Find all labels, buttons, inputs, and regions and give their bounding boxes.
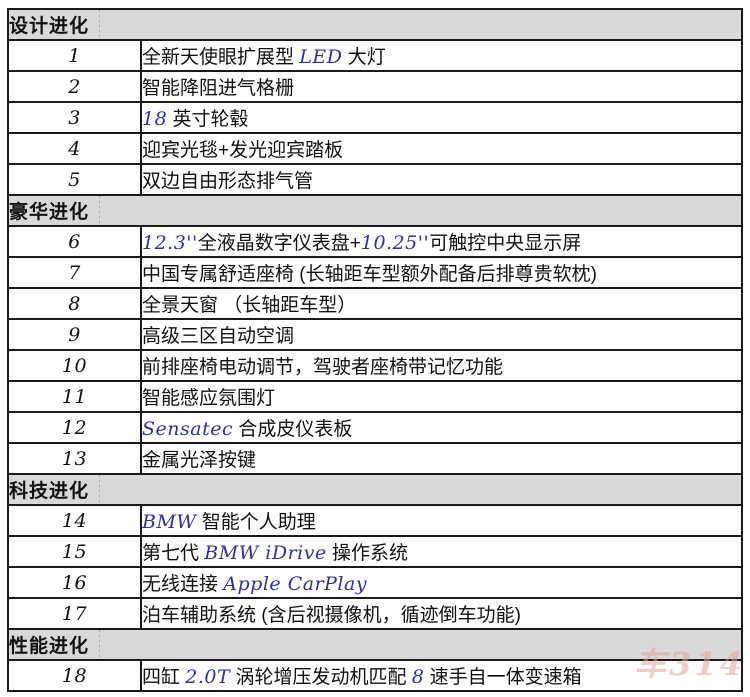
table-row: 10 前排座椅电动调节，驾驶者座椅带记忆功能 xyxy=(7,349,743,382)
table-row: 13 金属光泽按键 xyxy=(7,442,743,475)
row-number: 4 xyxy=(7,132,142,165)
section-header-row: 性能进化 xyxy=(7,628,743,661)
feature-table-container: 设计进化 1 全新天使眼扩展型 LED 大灯 2 智能降阻进气格栅 3 18 英寸轮毂 4 迎宾… xyxy=(7,8,743,692)
section-title: 性能进化 xyxy=(7,628,743,661)
latin-text: 18 xyxy=(142,108,168,130)
table-row: 6 12.3''全液晶数字仪表盘+10.25''可触控中央显示屏 xyxy=(7,225,743,258)
row-description: 全景天窗 （长轴距车型） xyxy=(140,287,743,320)
feature-table-body: 设计进化 1 全新天使眼扩展型 LED 大灯 2 智能降阻进气格栅 3 18 英寸轮毂 4 迎宾… xyxy=(7,8,743,692)
row-description: 四缸 2.0T 涡轮增压发动机匹配 8 速手自一体变速箱 xyxy=(140,659,743,692)
table-row: 15 第七代 BMW iDrive 操作系统 xyxy=(7,535,743,568)
row-number: 6 xyxy=(7,225,142,258)
row-number: 14 xyxy=(7,504,142,537)
section-title: 豪华进化 xyxy=(7,194,743,227)
section-title: 科技进化 xyxy=(7,473,743,506)
row-description: BMW 智能个人助理 xyxy=(140,504,743,537)
latin-text: 2.0T xyxy=(185,666,231,688)
row-number: 15 xyxy=(7,535,142,568)
row-number: 7 xyxy=(7,256,142,289)
row-description: 中国专属舒适座椅 (长轴距车型额外配备后排尊贵软枕) xyxy=(140,256,743,289)
table-row: 2 智能降阻进气格栅 xyxy=(7,70,743,103)
latin-text: LED xyxy=(299,46,343,68)
row-number: 2 xyxy=(7,70,142,103)
latin-text: BMW iDrive xyxy=(204,542,327,564)
table-row: 12 Sensatec 合成皮仪表板 xyxy=(7,411,743,444)
row-number: 1 xyxy=(7,39,142,72)
section-title: 设计进化 xyxy=(7,8,743,41)
latin-text: 12.3'' xyxy=(142,232,198,254)
feature-table: 设计进化 1 全新天使眼扩展型 LED 大灯 2 智能降阻进气格栅 3 18 英寸轮毂 4 迎宾… xyxy=(7,8,743,692)
table-row: 17 泊车辅助系统 (含后视摄像机，循迹倒车功能) xyxy=(7,597,743,630)
row-description: 无线连接 Apple CarPlay xyxy=(140,566,743,599)
table-row: 14 BMW 智能个人助理 xyxy=(7,504,743,537)
latin-text: 8 xyxy=(411,666,425,688)
row-description: 12.3''全液晶数字仪表盘+10.25''可触控中央显示屏 xyxy=(140,225,743,258)
row-number: 13 xyxy=(7,442,142,475)
row-number: 18 xyxy=(7,659,142,692)
table-row: 4 迎宾光毯+发光迎宾踏板 xyxy=(7,132,743,165)
row-description: 泊车辅助系统 (含后视摄像机，循迹倒车功能) xyxy=(140,597,743,630)
row-description: 双边自由形态排气管 xyxy=(140,163,743,196)
table-row: 9 高级三区自动空调 xyxy=(7,318,743,351)
row-description: Sensatec 合成皮仪表板 xyxy=(140,411,743,444)
latin-text: Sensatec xyxy=(142,418,234,440)
section-header-row: 科技进化 xyxy=(7,473,743,506)
table-row: 1 全新天使眼扩展型 LED 大灯 xyxy=(7,39,743,72)
table-row: 5 双边自由形态排气管 xyxy=(7,163,743,196)
row-description: 第七代 BMW iDrive 操作系统 xyxy=(140,535,743,568)
latin-text: 10.25'' xyxy=(360,232,430,254)
row-description: 18 英寸轮毂 xyxy=(140,101,743,134)
row-number: 12 xyxy=(7,411,142,444)
row-number: 5 xyxy=(7,163,142,196)
table-row: 16 无线连接 Apple CarPlay xyxy=(7,566,743,599)
row-description: 智能感应氛围灯 xyxy=(140,380,743,413)
row-description: 全新天使眼扩展型 LED 大灯 xyxy=(140,39,743,72)
row-number: 8 xyxy=(7,287,142,320)
section-header-row: 设计进化 xyxy=(7,8,743,41)
row-description: 前排座椅电动调节，驾驶者座椅带记忆功能 xyxy=(140,349,743,382)
latin-text: Apple CarPlay xyxy=(223,573,368,595)
row-description: 高级三区自动空调 xyxy=(140,318,743,351)
row-number: 16 xyxy=(7,566,142,599)
row-number: 10 xyxy=(7,349,142,382)
row-number: 3 xyxy=(7,101,142,134)
row-number: 11 xyxy=(7,380,142,413)
latin-text: BMW xyxy=(142,511,197,533)
row-description: 智能降阻进气格栅 xyxy=(140,70,743,103)
table-row: 3 18 英寸轮毂 xyxy=(7,101,743,134)
row-description: 金属光泽按键 xyxy=(140,442,743,475)
row-number: 9 xyxy=(7,318,142,351)
table-row: 11 智能感应氛围灯 xyxy=(7,380,743,413)
table-row: 8 全景天窗 （长轴距车型） xyxy=(7,287,743,320)
row-description: 迎宾光毯+发光迎宾踏板 xyxy=(140,132,743,165)
table-row: 18 四缸 2.0T 涡轮增压发动机匹配 8 速手自一体变速箱 xyxy=(7,659,743,692)
table-row: 7 中国专属舒适座椅 (长轴距车型额外配备后排尊贵软枕) xyxy=(7,256,743,289)
row-number: 17 xyxy=(7,597,142,630)
section-header-row: 豪华进化 xyxy=(7,194,743,227)
